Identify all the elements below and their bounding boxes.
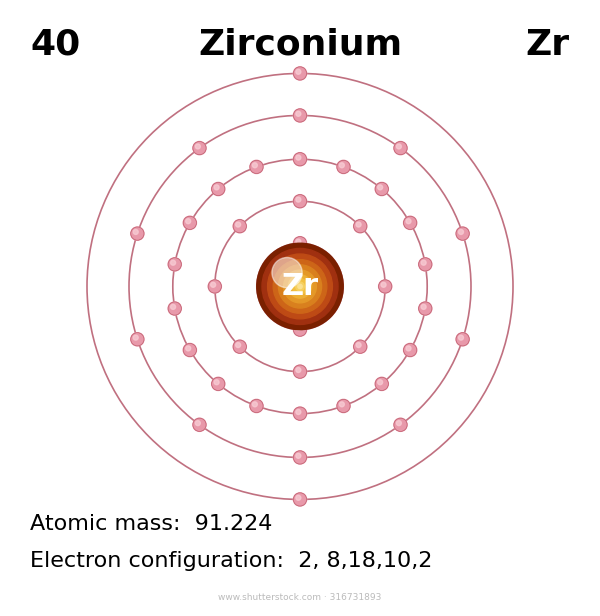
Circle shape (296, 325, 301, 331)
Circle shape (296, 69, 301, 75)
Circle shape (397, 144, 401, 149)
Circle shape (293, 493, 307, 506)
Circle shape (379, 280, 392, 293)
Circle shape (375, 377, 388, 391)
Circle shape (273, 260, 327, 313)
Circle shape (268, 254, 332, 319)
Circle shape (250, 399, 263, 413)
Circle shape (404, 216, 417, 229)
Circle shape (296, 410, 301, 415)
Circle shape (131, 227, 144, 240)
Circle shape (381, 282, 386, 287)
Circle shape (293, 153, 307, 166)
Circle shape (193, 142, 206, 155)
Circle shape (296, 111, 301, 116)
Circle shape (296, 453, 301, 458)
Circle shape (419, 302, 432, 315)
Circle shape (133, 335, 138, 340)
Circle shape (183, 344, 196, 357)
Circle shape (214, 379, 219, 385)
Circle shape (419, 257, 432, 271)
Circle shape (406, 346, 411, 351)
Circle shape (406, 219, 411, 224)
Circle shape (236, 342, 241, 347)
Circle shape (293, 67, 307, 80)
Circle shape (377, 379, 383, 385)
Circle shape (212, 182, 225, 196)
Circle shape (296, 282, 304, 291)
Circle shape (293, 407, 307, 420)
Circle shape (296, 368, 301, 373)
Text: Zr: Zr (526, 28, 570, 62)
Circle shape (394, 142, 407, 155)
Circle shape (296, 197, 301, 202)
Circle shape (170, 260, 176, 265)
Circle shape (185, 219, 191, 224)
Circle shape (293, 237, 307, 250)
Circle shape (353, 219, 367, 233)
Circle shape (293, 323, 307, 336)
Circle shape (289, 275, 311, 298)
Circle shape (253, 402, 257, 407)
Circle shape (293, 109, 307, 122)
Circle shape (296, 239, 301, 244)
Circle shape (456, 227, 469, 240)
Circle shape (168, 302, 181, 315)
Circle shape (292, 278, 308, 294)
Circle shape (293, 365, 307, 378)
Circle shape (340, 402, 344, 407)
Circle shape (133, 229, 138, 235)
Circle shape (183, 216, 196, 229)
Circle shape (421, 260, 426, 265)
Circle shape (353, 340, 367, 354)
Circle shape (296, 155, 301, 160)
Circle shape (356, 222, 361, 227)
Circle shape (250, 160, 263, 174)
Circle shape (337, 160, 350, 174)
Circle shape (356, 342, 361, 347)
Circle shape (296, 495, 301, 500)
Circle shape (272, 257, 302, 288)
Circle shape (170, 304, 176, 309)
Circle shape (394, 418, 407, 431)
Text: Atomic mass:  91.224: Atomic mass: 91.224 (30, 514, 272, 534)
Circle shape (233, 340, 247, 354)
Circle shape (193, 418, 206, 431)
Circle shape (168, 257, 181, 271)
Circle shape (337, 399, 350, 413)
Circle shape (214, 185, 219, 190)
Text: Zr: Zr (281, 272, 319, 301)
Circle shape (375, 182, 388, 196)
Circle shape (208, 280, 221, 293)
Circle shape (236, 222, 241, 227)
Circle shape (212, 377, 225, 391)
Text: Zirconium: Zirconium (198, 28, 402, 62)
Circle shape (340, 163, 344, 168)
Circle shape (196, 144, 200, 149)
Circle shape (253, 163, 257, 168)
Circle shape (233, 219, 247, 233)
Circle shape (458, 335, 463, 340)
Circle shape (458, 229, 463, 235)
Circle shape (293, 195, 307, 208)
Circle shape (293, 451, 307, 464)
Circle shape (377, 185, 383, 190)
Text: 40: 40 (30, 28, 80, 62)
Text: www.shutterstock.com · 316731893: www.shutterstock.com · 316731893 (218, 593, 382, 602)
Circle shape (131, 333, 144, 346)
Circle shape (185, 346, 191, 351)
Circle shape (284, 270, 316, 303)
Circle shape (421, 304, 426, 309)
Circle shape (456, 333, 469, 346)
Circle shape (196, 421, 200, 426)
Circle shape (397, 421, 401, 426)
Circle shape (262, 248, 338, 325)
Circle shape (298, 284, 302, 289)
Circle shape (211, 282, 215, 287)
Circle shape (404, 344, 417, 357)
Text: Electron configuration:  2, 8,18,10,2: Electron configuration: 2, 8,18,10,2 (30, 551, 433, 571)
Circle shape (257, 243, 343, 330)
Circle shape (278, 265, 322, 308)
